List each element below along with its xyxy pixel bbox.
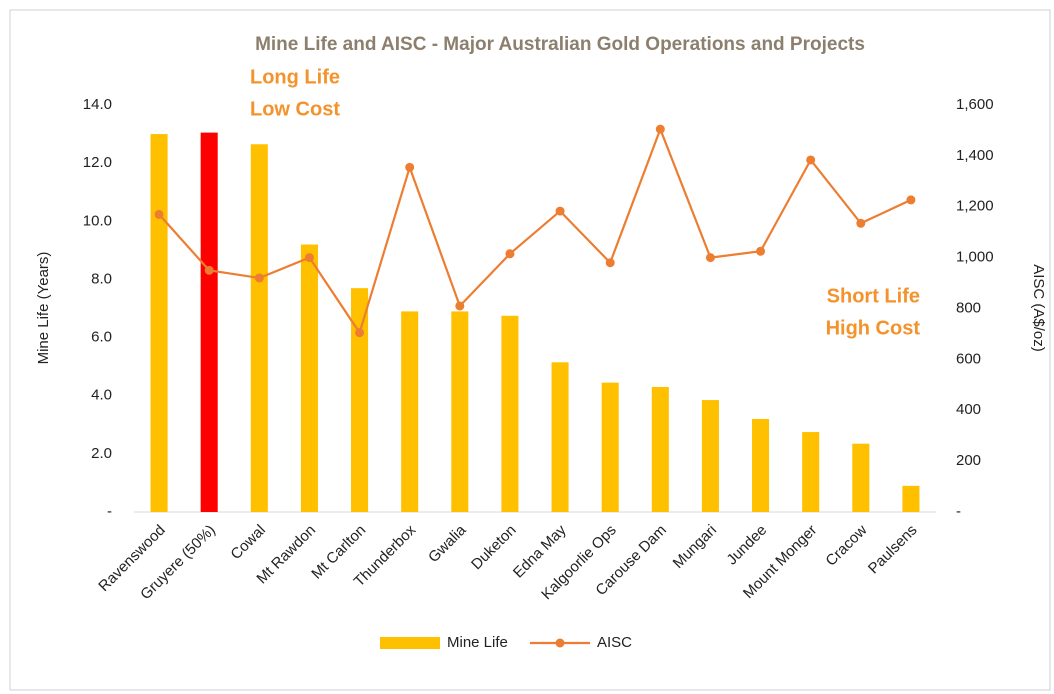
y-tick-label: 12.0 xyxy=(83,154,112,171)
point xyxy=(906,195,916,205)
point xyxy=(204,265,214,275)
point xyxy=(555,206,565,216)
bar xyxy=(401,311,419,512)
point xyxy=(355,328,365,338)
y2-tick-label: 1,200 xyxy=(956,198,994,215)
point xyxy=(806,155,816,165)
point xyxy=(405,162,415,172)
y-tick-label: 8.0 xyxy=(91,270,112,287)
legend-label: AISC xyxy=(597,634,632,651)
bar xyxy=(451,311,469,512)
bar xyxy=(651,386,669,512)
bar xyxy=(250,144,268,512)
bar xyxy=(551,362,569,512)
point xyxy=(655,124,665,134)
bar xyxy=(200,132,218,512)
bar xyxy=(802,432,820,512)
point xyxy=(705,253,715,263)
y-tick-label: 14.0 xyxy=(83,96,112,113)
point xyxy=(154,209,164,219)
bar xyxy=(501,315,519,512)
annotation: Long Life xyxy=(250,66,340,88)
point xyxy=(304,253,314,263)
y2-tick-label: 1,000 xyxy=(956,249,994,266)
bar xyxy=(300,244,318,513)
point xyxy=(856,218,866,228)
bar xyxy=(852,443,870,512)
y2-tick-label: 600 xyxy=(956,350,981,367)
point xyxy=(756,246,766,256)
legend-swatch xyxy=(380,637,440,649)
point xyxy=(605,258,615,268)
y-tick-label: 10.0 xyxy=(83,212,112,229)
y2-tick-label: 1,400 xyxy=(956,147,994,164)
y2-tick-label: 200 xyxy=(956,452,981,469)
y2-axis-label: AISC (A$/oz) xyxy=(1030,264,1047,352)
y-tick-label: - xyxy=(107,503,112,520)
annotation: High Cost xyxy=(826,317,921,339)
bar xyxy=(752,418,770,512)
chart-border xyxy=(9,9,1051,691)
y-tick-label: 4.0 xyxy=(91,387,112,404)
bar xyxy=(150,134,168,513)
point xyxy=(254,273,264,283)
y-axis-label: Mine Life (Years) xyxy=(35,252,52,365)
annotation: Short Life xyxy=(827,285,920,307)
bar xyxy=(701,400,719,512)
point xyxy=(455,301,465,311)
bar xyxy=(902,485,920,512)
bar xyxy=(351,288,369,512)
line xyxy=(158,126,912,336)
point xyxy=(505,249,515,259)
y-tick-label: 6.0 xyxy=(91,329,112,346)
legend-swatch xyxy=(555,638,565,648)
y2-tick-label: 400 xyxy=(956,401,981,418)
annotation: Low Cost xyxy=(250,98,340,120)
y2-tick-label: 800 xyxy=(956,299,981,316)
legend-label: Mine Life xyxy=(447,634,508,651)
bar xyxy=(601,382,619,512)
chart-title: Mine Life and AISC - Major Australian Go… xyxy=(255,34,865,55)
y-tick-label: 2.0 xyxy=(91,445,112,462)
y2-tick-label: 1,600 xyxy=(956,96,994,113)
y2-tick-label: - xyxy=(956,503,961,520)
